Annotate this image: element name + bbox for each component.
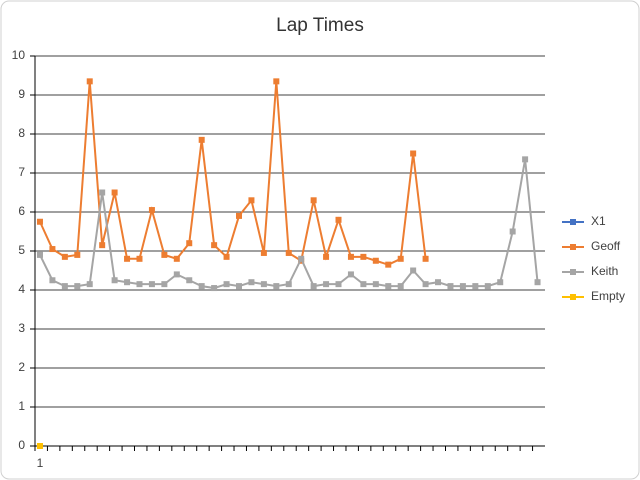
marker (136, 255, 143, 262)
y-tick-label: 0 (18, 438, 25, 452)
marker (86, 281, 93, 288)
marker (211, 285, 218, 292)
marker (310, 283, 317, 290)
y-tick-label: 5 (18, 243, 25, 257)
legend-marker (570, 219, 576, 225)
marker (273, 78, 280, 85)
legend-label: X1 (591, 214, 606, 228)
y-tick-label: 3 (18, 321, 25, 335)
marker (335, 216, 342, 223)
marker (385, 283, 392, 290)
legend-marker (570, 244, 576, 250)
y-tick-label: 4 (18, 282, 25, 296)
marker (124, 255, 131, 262)
marker (148, 207, 155, 214)
legend-marker (570, 269, 576, 275)
marker (236, 212, 242, 219)
marker (124, 279, 131, 286)
y-tick-label: 10 (12, 48, 26, 62)
marker (61, 283, 68, 290)
marker (223, 253, 230, 260)
marker (435, 279, 442, 286)
marker (211, 242, 218, 249)
legend-label: Geoff (591, 239, 621, 253)
marker (534, 279, 541, 286)
marker (99, 242, 106, 249)
marker (410, 150, 417, 157)
marker (49, 277, 56, 284)
chart-title: Lap Times (276, 15, 364, 36)
marker (186, 277, 193, 284)
marker (236, 283, 242, 290)
marker (248, 279, 255, 286)
marker (285, 249, 292, 256)
marker (522, 156, 529, 163)
marker (509, 228, 516, 235)
marker (310, 197, 317, 204)
marker (422, 281, 429, 288)
marker (323, 253, 330, 260)
marker (285, 281, 292, 288)
marker (111, 189, 118, 196)
marker (472, 283, 479, 290)
y-tick-label: 7 (18, 165, 25, 179)
marker (422, 255, 429, 262)
marker (198, 136, 205, 143)
marker (74, 251, 81, 258)
marker (99, 189, 106, 196)
marker (497, 279, 504, 286)
marker (360, 281, 367, 288)
marker (484, 283, 491, 290)
marker (385, 261, 392, 268)
marker (335, 281, 342, 288)
x-tick-label: 1 (37, 456, 44, 470)
marker (136, 281, 143, 288)
marker (459, 283, 466, 290)
marker (397, 255, 404, 262)
marker (347, 271, 354, 278)
marker (198, 283, 205, 290)
marker (148, 281, 155, 288)
marker (298, 255, 305, 262)
y-tick-label: 2 (18, 360, 25, 374)
marker (410, 267, 417, 274)
y-tick-label: 9 (18, 87, 25, 101)
marker (347, 253, 354, 260)
y-tick-label: 1 (18, 399, 25, 413)
marker (86, 78, 93, 85)
marker (74, 283, 81, 290)
legend-label: Keith (591, 264, 618, 278)
marker (273, 283, 280, 290)
marker (49, 246, 56, 253)
marker (360, 253, 367, 260)
marker (36, 443, 43, 449)
y-tick-label: 6 (18, 204, 25, 218)
marker (173, 255, 180, 262)
marker (61, 253, 68, 260)
marker (248, 197, 255, 204)
marker (223, 281, 230, 288)
marker (260, 281, 267, 288)
marker (372, 257, 379, 264)
marker (186, 240, 193, 247)
legend-label: Empty (591, 289, 625, 303)
marker (161, 251, 168, 258)
marker (161, 281, 168, 288)
marker (323, 281, 330, 288)
y-tick-label: 8 (18, 126, 25, 140)
marker (397, 283, 404, 290)
marker (372, 281, 379, 288)
marker (447, 283, 454, 290)
marker (260, 249, 267, 256)
marker (111, 277, 118, 284)
marker (173, 271, 180, 278)
marker (36, 251, 43, 258)
legend-marker (570, 294, 576, 300)
marker (36, 218, 43, 225)
